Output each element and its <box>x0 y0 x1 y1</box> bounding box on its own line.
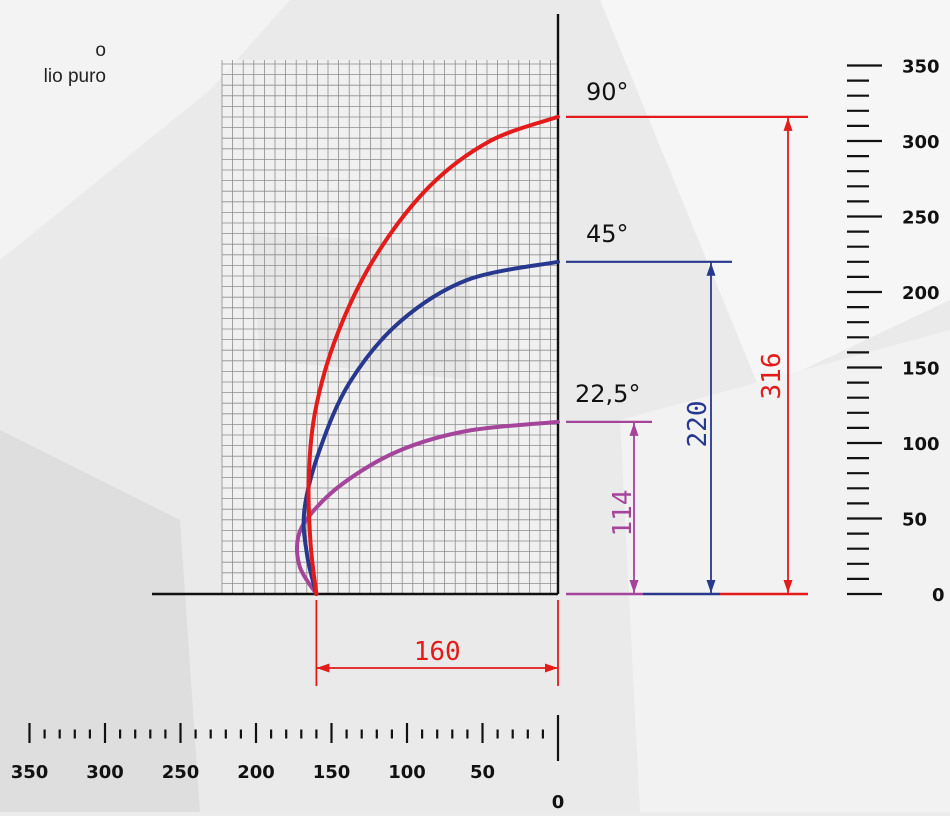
dimension-value-45: 220 <box>683 401 713 448</box>
y-tick-label: 350 <box>902 57 940 78</box>
grid <box>221 60 558 595</box>
angle-label-22-5: 22,5° <box>575 380 640 408</box>
angle-label-90: 90° <box>586 78 629 106</box>
arrowhead-icon <box>316 663 330 673</box>
angle-label-45: 45° <box>586 220 629 248</box>
x-tick-label: 350 <box>11 762 49 783</box>
x-tick-label: 200 <box>237 762 275 783</box>
x-tick-label: 100 <box>388 762 426 783</box>
dimension-value-90: 316 <box>757 353 787 400</box>
dimension-value-160: 160 <box>414 637 461 667</box>
x-tick-label: 150 <box>313 762 351 783</box>
caption-text: o lio puro <box>0 38 110 90</box>
arrowhead-icon <box>783 117 793 131</box>
y-tick-label: 50 <box>902 510 927 531</box>
curve-90 <box>306 114 560 596</box>
arrowhead-icon <box>783 580 793 593</box>
arrowhead-icon <box>629 580 639 593</box>
x-tick-label: 250 <box>162 762 200 783</box>
curve-22-5 <box>294 419 560 596</box>
curves <box>294 114 560 596</box>
arrowhead-icon <box>629 422 639 436</box>
arrowhead-icon <box>545 663 558 673</box>
y-tick-label: 100 <box>902 434 940 455</box>
caption-line-2: lio puro <box>43 66 106 87</box>
x-tick-label: 0 <box>552 792 565 812</box>
y-tick-label: 300 <box>902 132 940 153</box>
x-tick-label: 300 <box>86 762 124 783</box>
y-tick-label: 250 <box>902 208 940 229</box>
y-tick-label: 0 <box>932 585 945 606</box>
arrowhead-icon <box>706 262 716 276</box>
y-tick-label: 150 <box>902 359 940 380</box>
y-tick-label: 200 <box>902 283 940 304</box>
y-scale: 350 300 250 200 150 100 50 0 <box>847 57 945 606</box>
arrowhead-icon <box>706 580 716 593</box>
x-tick-label: 50 <box>470 762 495 783</box>
curve-45 <box>301 259 560 596</box>
grid-background <box>222 60 558 594</box>
axes <box>152 14 560 596</box>
dimension-value-22-5: 114 <box>608 490 638 537</box>
x-scale: 350 300 250 200 150 100 50 0 <box>11 715 565 813</box>
dimension-lines: 316 90° 220 45° 114 22,5° 160 <box>315 78 808 686</box>
caption-line-1: o <box>95 40 106 61</box>
